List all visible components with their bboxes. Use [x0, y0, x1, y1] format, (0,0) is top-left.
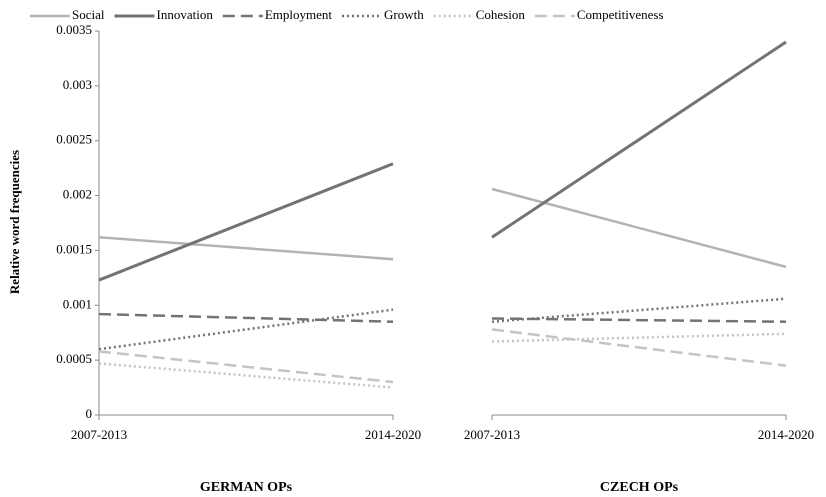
x-tick-label: 2014-2020	[365, 427, 421, 442]
y-tick-label: 0.002	[63, 187, 92, 202]
y-tick-label: 0.0025	[56, 132, 92, 147]
series-line	[98, 236, 394, 261]
x-tick-label: 2007-2013	[464, 427, 520, 442]
y-tick-label: 0.003	[63, 77, 92, 92]
series-line	[491, 297, 787, 323]
series-line	[98, 350, 394, 384]
series-line	[98, 312, 394, 323]
series-line	[491, 40, 787, 239]
y-tick-label: 0.001	[63, 296, 92, 311]
y-tick-label: 0.0015	[56, 241, 92, 256]
legend-label: Social	[72, 7, 105, 22]
series-line	[491, 317, 787, 323]
legend-label: Innovation	[157, 7, 214, 22]
series-line	[491, 332, 787, 343]
x-tick-label: 2014-2020	[758, 427, 814, 442]
y-tick-label: 0	[86, 406, 93, 421]
panel-title: GERMAN OPs	[200, 480, 293, 495]
y-tick-label: 0.0005	[56, 351, 92, 366]
series-line	[491, 187, 787, 269]
legend-label: Employment	[265, 7, 333, 22]
series-line	[98, 362, 394, 389]
legend-label: Competitiveness	[577, 7, 664, 22]
x-tick-label: 2007-2013	[71, 427, 127, 442]
y-tick-label: 0.0035	[56, 22, 92, 37]
y-axis-label: Relative word frequencies	[7, 150, 22, 294]
legend-label: Growth	[384, 7, 424, 22]
series-line	[491, 328, 787, 367]
legend-label: Cohesion	[476, 7, 526, 22]
series-line	[98, 162, 394, 282]
panel-title: CZECH OPs	[600, 480, 679, 495]
